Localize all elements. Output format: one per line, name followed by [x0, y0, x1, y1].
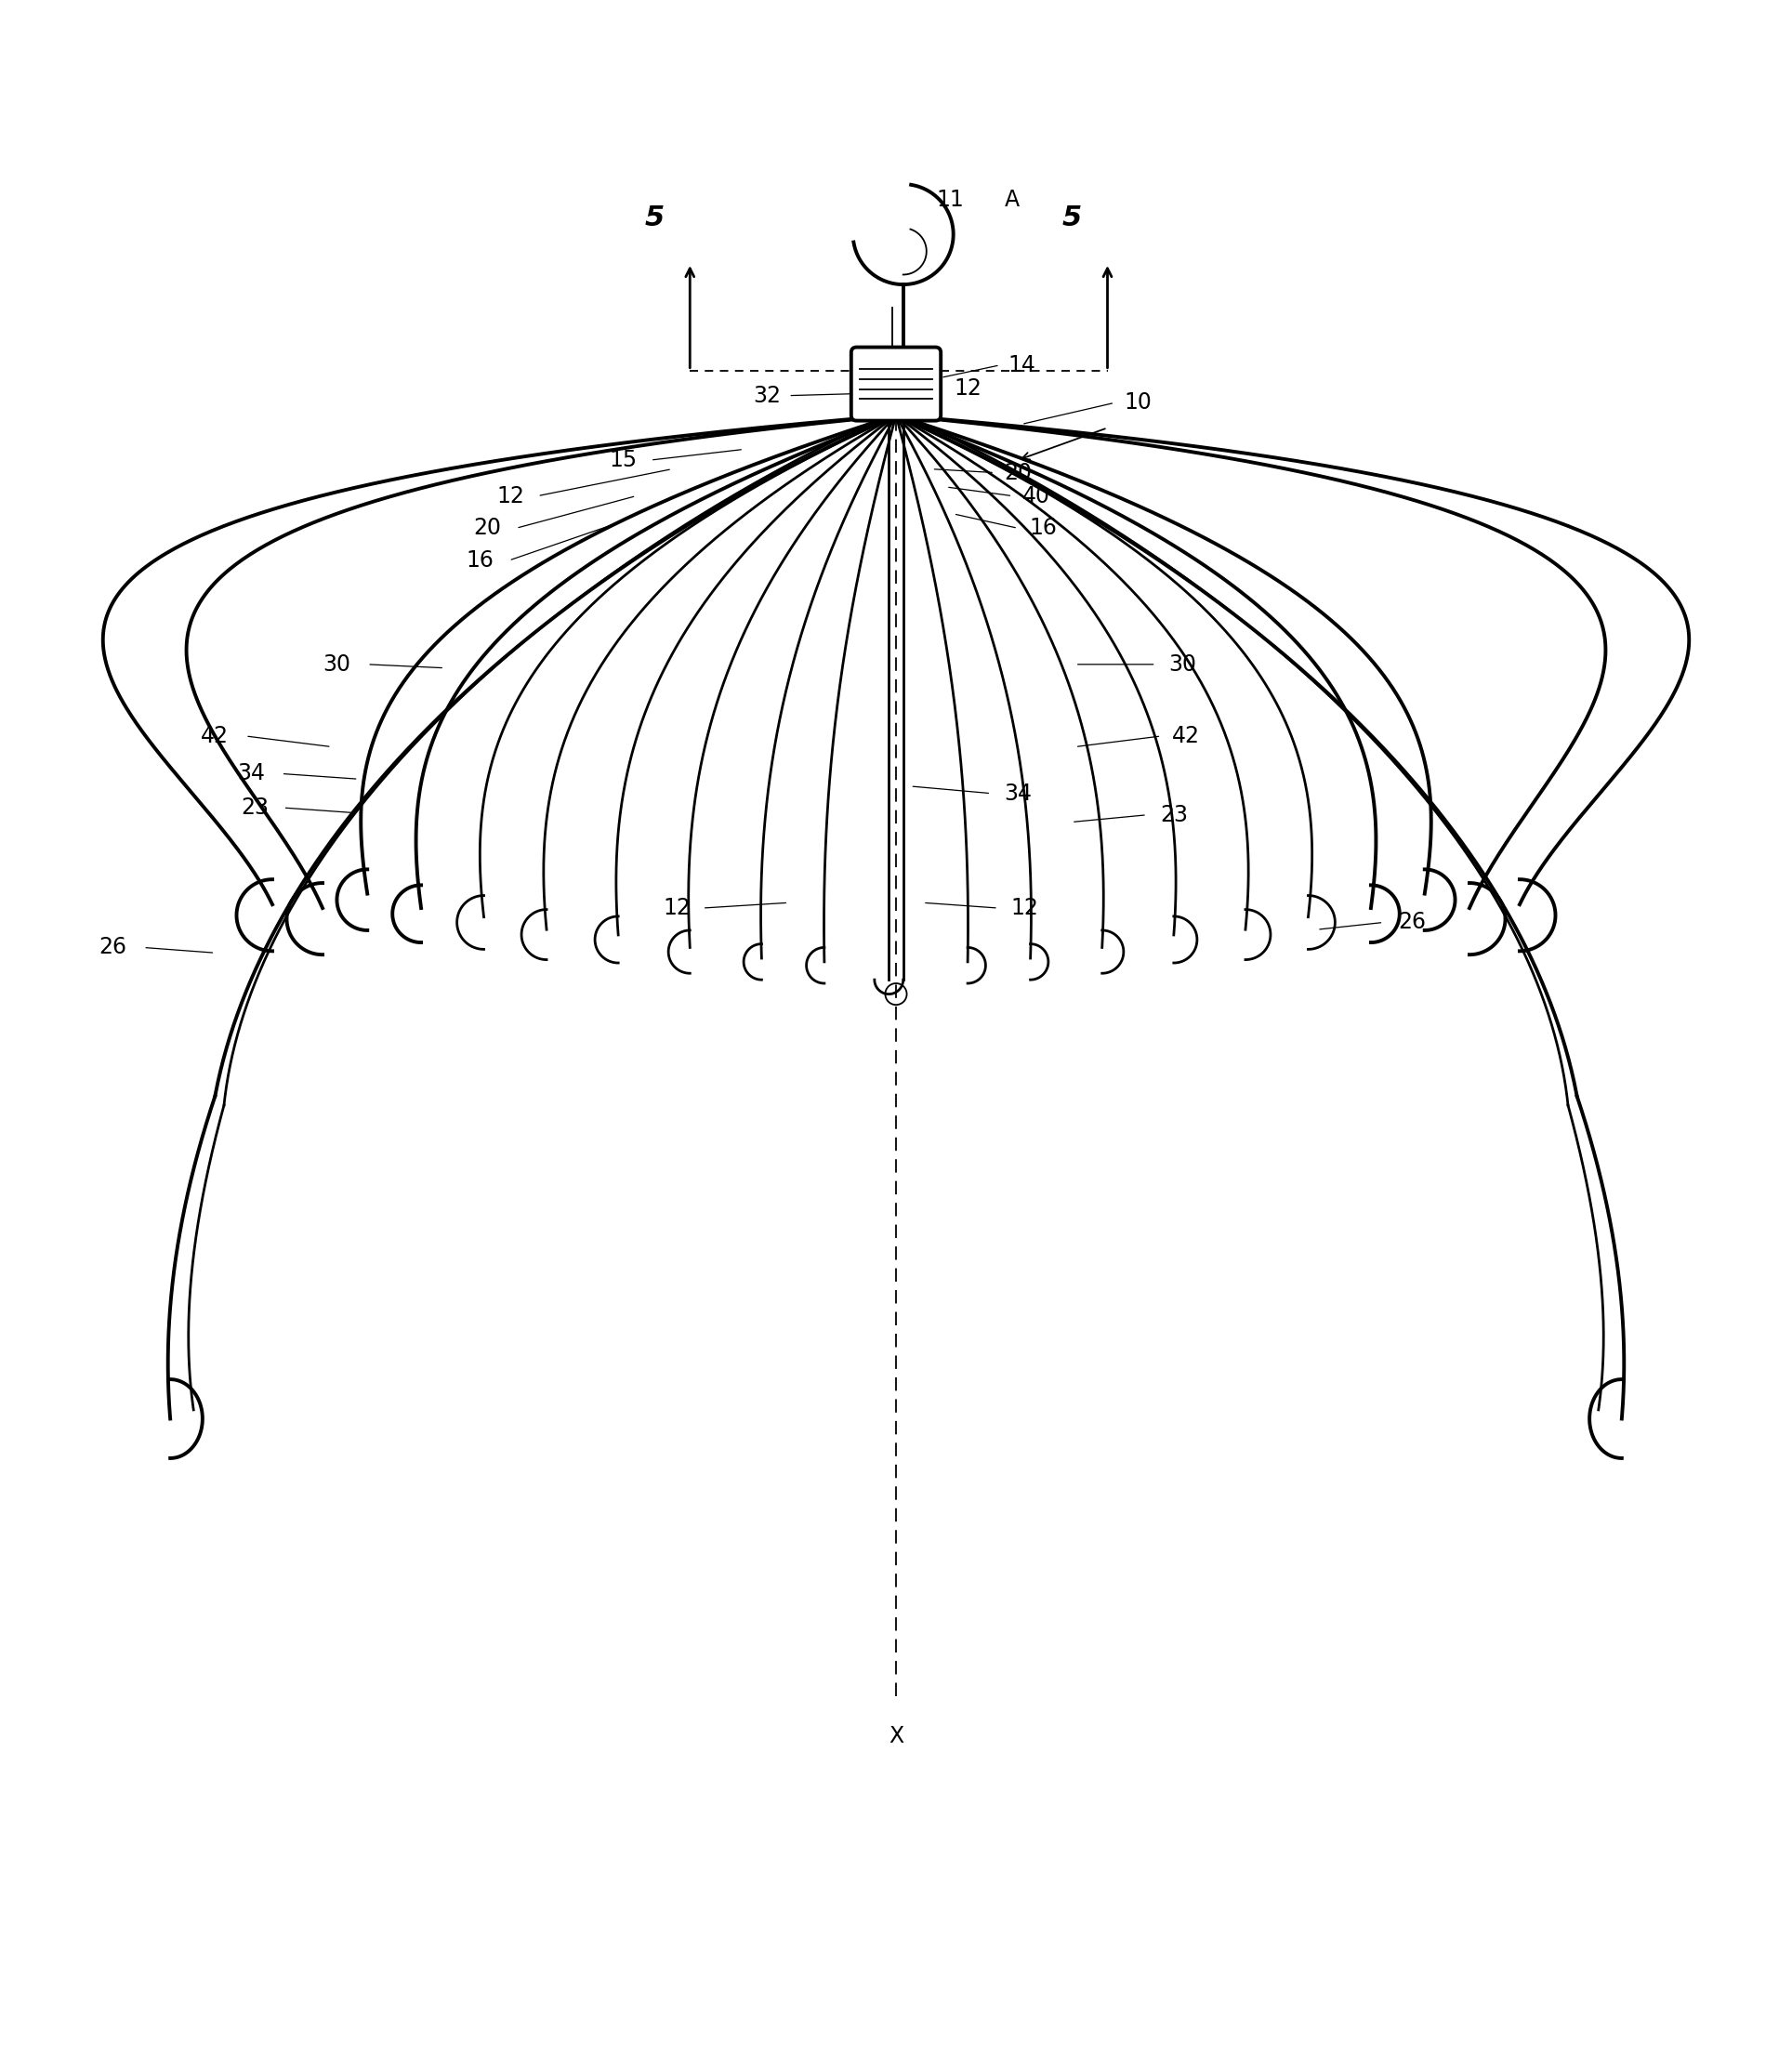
Text: 42: 42	[1172, 726, 1201, 746]
Text: 40: 40	[1021, 486, 1050, 506]
Text: 23: 23	[240, 796, 269, 819]
Text: 32: 32	[753, 384, 781, 407]
Text: 16: 16	[466, 550, 495, 573]
Text: 16: 16	[1029, 517, 1057, 539]
Text: 11: 11	[935, 188, 964, 211]
Text: 5: 5	[1061, 205, 1082, 232]
Text: 20: 20	[473, 517, 502, 539]
Text: 15: 15	[609, 449, 638, 471]
Text: 23: 23	[1159, 804, 1188, 827]
Text: 26: 26	[99, 936, 127, 959]
Text: X: X	[889, 1724, 903, 1747]
Text: A: A	[1005, 188, 1020, 211]
Text: 12: 12	[953, 378, 982, 399]
Text: 34: 34	[237, 763, 265, 785]
Text: 20: 20	[1004, 461, 1032, 484]
Text: 42: 42	[201, 726, 229, 746]
Text: 26: 26	[1398, 912, 1426, 934]
Text: 30: 30	[323, 653, 351, 676]
Text: 12: 12	[663, 897, 692, 920]
Text: 10: 10	[1124, 391, 1152, 413]
Text: 30: 30	[1168, 653, 1197, 676]
Text: 12: 12	[1011, 897, 1039, 920]
Text: 12: 12	[496, 486, 525, 506]
FancyBboxPatch shape	[851, 347, 941, 422]
Text: 34: 34	[1004, 781, 1032, 804]
Text: 5: 5	[643, 205, 665, 232]
Text: 14: 14	[1007, 353, 1036, 376]
